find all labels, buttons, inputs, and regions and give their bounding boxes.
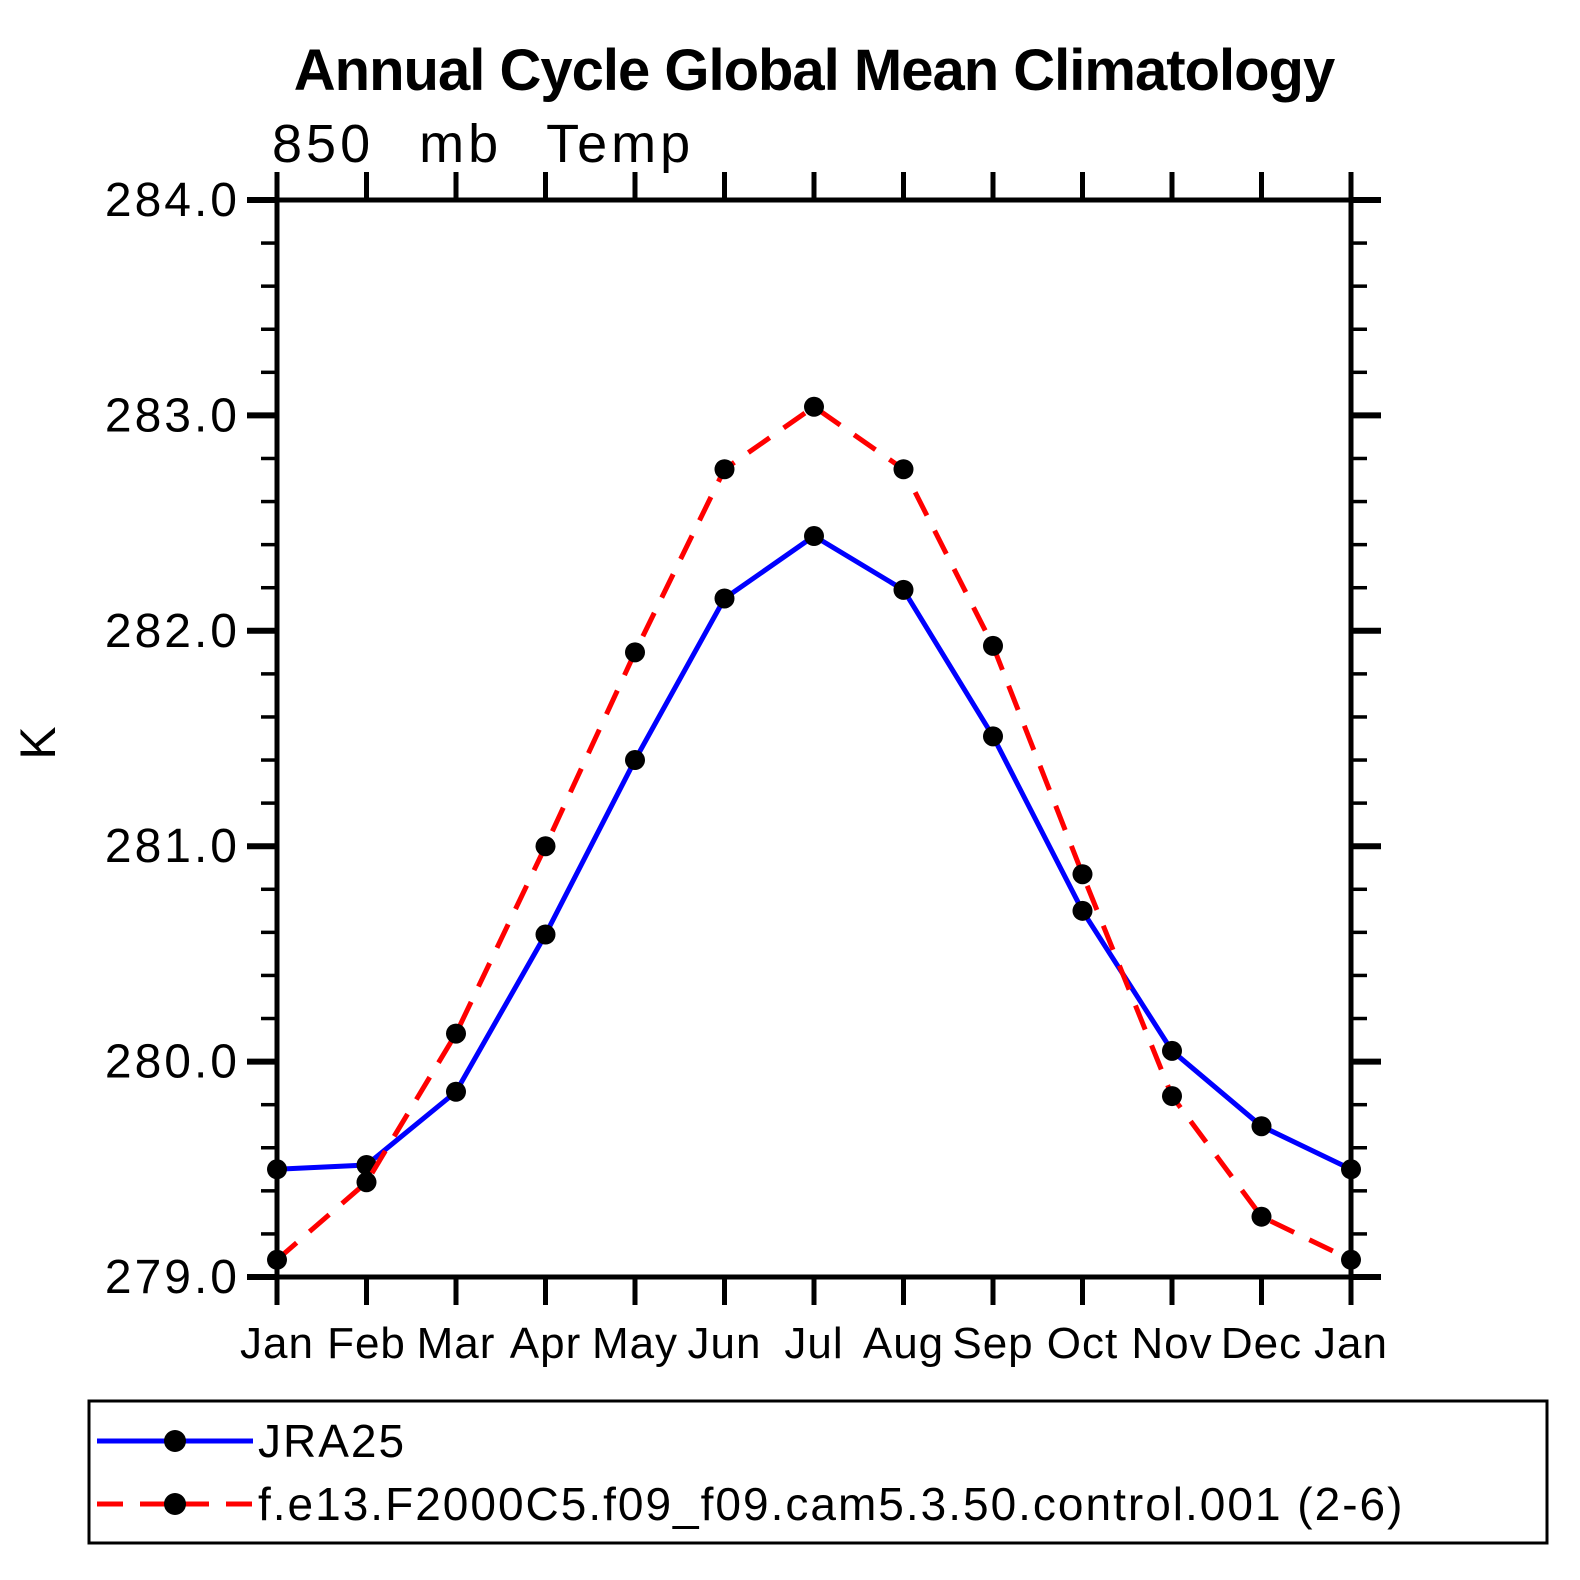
y-tick-label: 283.0 <box>105 389 240 442</box>
x-tick-label: Dec <box>1221 1319 1302 1368</box>
chart-subtitle: 850 mb Temp <box>272 114 694 174</box>
x-tick-label: Jul <box>784 1319 843 1368</box>
data-point-marker <box>1162 1086 1182 1107</box>
x-tick-label: Aug <box>863 1319 944 1368</box>
data-point-marker <box>1341 1159 1361 1180</box>
plot-axes: Jan Feb Mar Apr May Jun Jul Aug Sep Oct Nov Dec Jan2… <box>105 172 1388 1368</box>
chart-title: Annual Cycle Global Mean Climatology <box>294 38 1335 103</box>
y-tick-label: 284.0 <box>105 174 240 227</box>
data-point-marker <box>1251 1206 1272 1227</box>
data-point-marker <box>804 396 824 417</box>
data-point-marker <box>1072 864 1093 885</box>
data-point-marker <box>535 836 556 857</box>
data-series-group <box>267 396 1361 1270</box>
legend: JRA25 f.e13.F2000C5.f09_f09.cam5.3.50.co… <box>87 1399 1549 1545</box>
data-point-marker <box>356 1172 377 1193</box>
plot-frame <box>274 197 1354 1280</box>
legend-marker-jra25 <box>164 1430 186 1452</box>
data-point-marker <box>625 642 645 663</box>
data-point-marker <box>714 588 735 609</box>
x-tick-label: Feb <box>327 1319 406 1368</box>
x-tick-label: Nov <box>1131 1319 1212 1368</box>
y-tick-label: 279.0 <box>105 1251 240 1304</box>
data-point-marker <box>714 459 735 480</box>
data-point-marker <box>1162 1040 1182 1061</box>
y-tick-label: 281.0 <box>105 820 240 873</box>
data-point-marker <box>1072 900 1093 921</box>
data-point-marker <box>535 924 556 945</box>
x-tick-label: May <box>592 1319 678 1368</box>
y-tick-label: 280.0 <box>105 1036 240 1089</box>
legend-label-model: f.e13.F2000C5.f09_f09.cam5.3.50.control.… <box>258 1478 1404 1530</box>
data-point-marker <box>804 526 824 547</box>
series-line-0 <box>276 533 1353 1172</box>
data-point-marker <box>1251 1116 1272 1137</box>
x-tick-label: Mar <box>417 1319 496 1368</box>
data-point-marker <box>625 750 645 771</box>
y-tick-label: 282.0 <box>105 605 240 658</box>
data-point-marker <box>893 579 914 600</box>
legend-box <box>87 1399 1549 1545</box>
x-tick-label: Apr <box>510 1319 581 1368</box>
x-tick-label: Sep <box>952 1319 1033 1368</box>
x-tick-label: Jan <box>240 1319 314 1368</box>
y-axis-label: K <box>10 724 66 759</box>
x-tick-label: Oct <box>1047 1319 1118 1368</box>
data-point-marker <box>267 1159 287 1180</box>
x-tick-label: Jan <box>1314 1319 1388 1368</box>
data-point-marker <box>983 635 1003 656</box>
data-point-marker <box>446 1023 466 1044</box>
data-point-marker <box>267 1249 287 1270</box>
data-point-marker <box>983 726 1003 747</box>
x-tick-label: Jun <box>688 1319 762 1368</box>
data-point-marker <box>893 459 914 480</box>
legend-label-jra25: JRA25 <box>258 1415 406 1467</box>
data-point-marker <box>446 1081 466 1102</box>
data-point-marker <box>1341 1249 1361 1270</box>
legend-marker-model <box>164 1493 186 1515</box>
